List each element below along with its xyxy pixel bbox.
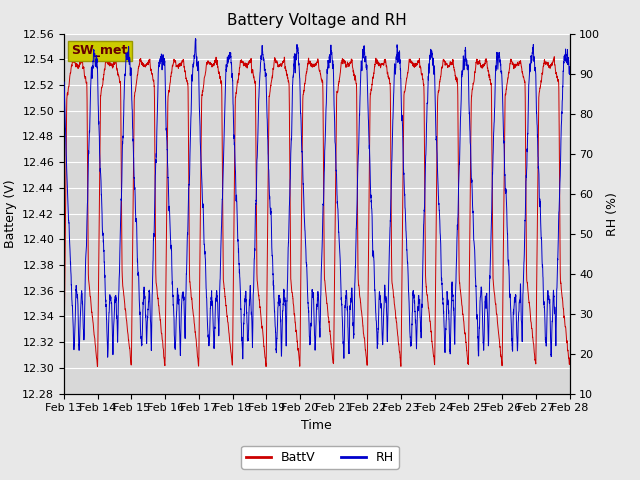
Y-axis label: Battery (V): Battery (V)	[4, 180, 17, 248]
Text: SW_met: SW_met	[72, 44, 128, 58]
Title: Battery Voltage and RH: Battery Voltage and RH	[227, 13, 406, 28]
X-axis label: Time: Time	[301, 419, 332, 432]
Legend: BattV, RH: BattV, RH	[241, 446, 399, 469]
Y-axis label: RH (%): RH (%)	[606, 192, 619, 236]
